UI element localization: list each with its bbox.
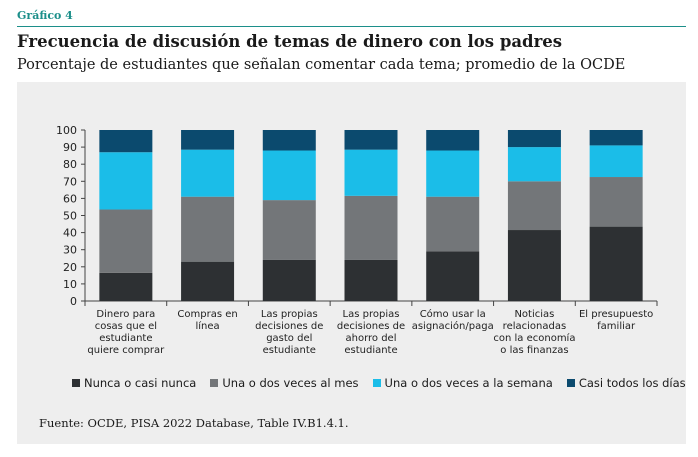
legend-swatch bbox=[72, 379, 80, 387]
x-category-label: Las propias bbox=[261, 309, 318, 320]
x-category-label: asignación/paga bbox=[412, 320, 494, 332]
y-tick-label: 10 bbox=[63, 278, 77, 291]
bar-segment bbox=[344, 149, 398, 196]
x-category-label: familiar bbox=[597, 321, 636, 332]
bar-segment bbox=[262, 130, 316, 151]
chart-panel: 0 10 20 30 40 50 60 70 80 90 100 Dinero para cosas q… bbox=[17, 82, 686, 444]
x-category-label: estudiante bbox=[344, 345, 397, 356]
y-tick-label: 70 bbox=[63, 175, 77, 188]
x-category-label: estudiante bbox=[99, 333, 152, 344]
legend-swatch bbox=[372, 379, 381, 387]
bar-segment bbox=[262, 150, 316, 201]
bar-segment bbox=[181, 261, 235, 301]
bar-segment bbox=[589, 145, 643, 178]
y-tick-label: 60 bbox=[63, 192, 77, 205]
x-category-label: quiere comprar bbox=[87, 345, 165, 356]
x-category-label: El presupuesto bbox=[579, 309, 653, 320]
bar-segment bbox=[99, 272, 153, 301]
bar-segment bbox=[181, 149, 235, 197]
chart-label: Gráfico 4 bbox=[17, 9, 73, 22]
bar-segment bbox=[262, 200, 316, 260]
legend: Nunca o casi nunca Una o dos veces al mes… bbox=[72, 376, 686, 390]
legend-label: Nunca o casi nunca bbox=[84, 376, 197, 390]
bar-segment bbox=[426, 150, 480, 197]
x-category-label: o las finanzas bbox=[500, 345, 568, 356]
legend-item: Nunca o casi nunca bbox=[72, 376, 196, 390]
x-category-label: relacionadas bbox=[503, 321, 567, 332]
bar-segment bbox=[344, 195, 398, 260]
y-tick-label: 50 bbox=[63, 210, 77, 223]
header-rule bbox=[17, 26, 686, 27]
legend-label: Una o dos veces al mes bbox=[222, 376, 359, 390]
bar-segment bbox=[181, 196, 235, 262]
chart-title: Frecuencia de discusión de temas de dine… bbox=[17, 32, 563, 51]
bar-segment bbox=[426, 196, 480, 252]
bar-segment bbox=[181, 130, 235, 150]
x-category-label: con la economía bbox=[493, 332, 575, 344]
x-category-label: línea bbox=[195, 320, 219, 332]
legend-item: Casi todos los días bbox=[566, 376, 686, 390]
bar-segment bbox=[344, 259, 398, 301]
bar-segment bbox=[426, 251, 480, 301]
x-category-label: gasto del bbox=[266, 333, 312, 344]
y-tick-label: 80 bbox=[63, 158, 77, 171]
bar-segment bbox=[589, 226, 643, 301]
y-tick-label: 40 bbox=[63, 227, 77, 240]
x-category-label: estudiante bbox=[263, 345, 316, 356]
y-tick-label: 30 bbox=[63, 244, 77, 257]
x-category-label: Cómo usar la bbox=[420, 308, 486, 320]
chart-subtitle: Porcentaje de estudiantes que señalan co… bbox=[17, 57, 626, 73]
bar-segment bbox=[99, 209, 153, 273]
bar-segment bbox=[507, 181, 561, 231]
y-tick-label: 100 bbox=[56, 124, 77, 137]
x-category-label: decisiones de bbox=[255, 321, 323, 332]
legend-item: Una o dos veces al mes bbox=[210, 376, 359, 390]
legend-swatch bbox=[210, 379, 219, 387]
x-category-label: Compras en bbox=[177, 309, 237, 320]
bar-segment bbox=[507, 130, 561, 148]
bar-segment bbox=[262, 259, 316, 301]
x-category-label: Noticias bbox=[514, 309, 554, 320]
legend-item: Una o dos veces a la semana bbox=[372, 376, 553, 390]
x-category-label: Las propias bbox=[343, 309, 400, 320]
y-tick-label: 20 bbox=[63, 261, 77, 274]
y-tick-label: 90 bbox=[63, 141, 77, 154]
x-category-label: Dinero para bbox=[96, 309, 155, 320]
legend-label: Una o dos veces a la semana bbox=[384, 376, 553, 390]
x-category-label: ahorro del bbox=[346, 333, 397, 344]
bar-segment bbox=[344, 130, 398, 150]
bar-segment bbox=[99, 152, 153, 210]
y-tick-label: 0 bbox=[70, 295, 77, 308]
bar-segment bbox=[589, 177, 643, 227]
bar-segment bbox=[99, 130, 153, 153]
bar-segment bbox=[589, 130, 643, 146]
bar-segment bbox=[426, 130, 480, 151]
legend-swatch bbox=[566, 379, 575, 387]
source-note: Fuente: OCDE, PISA 2022 Database, Table … bbox=[39, 416, 349, 430]
x-category-label: decisiones de bbox=[337, 321, 405, 332]
legend-label: Casi todos los días bbox=[578, 376, 686, 390]
bar-segment bbox=[507, 230, 561, 301]
bar-segment bbox=[507, 147, 561, 182]
x-category-label: cosas que el bbox=[95, 321, 157, 332]
